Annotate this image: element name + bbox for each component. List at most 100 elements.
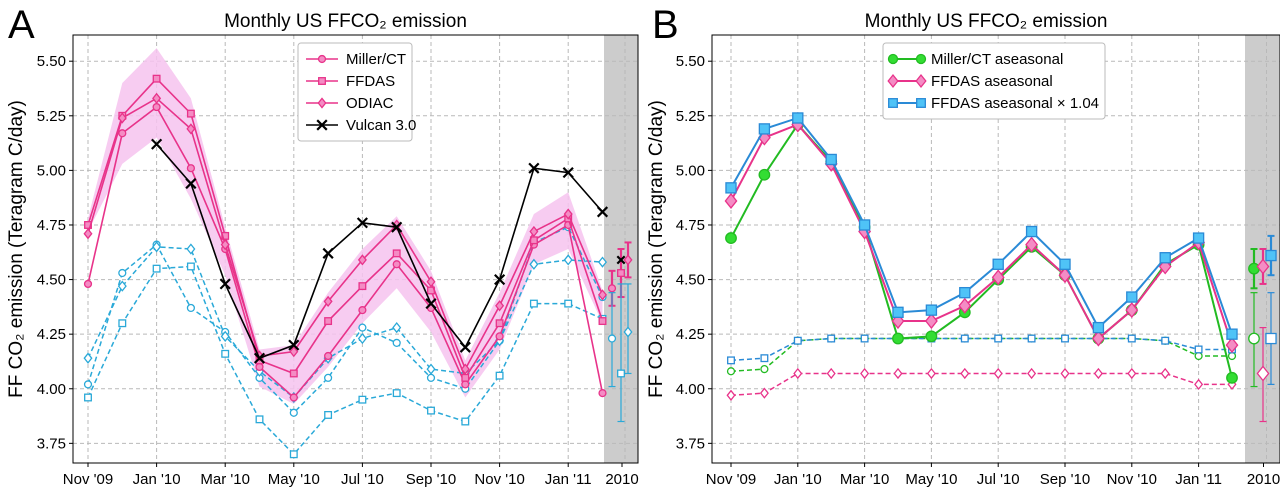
series-line <box>155 143 604 360</box>
y-tick-label: 4.50 <box>676 272 705 289</box>
series-line <box>730 372 1232 397</box>
data-point <box>323 373 333 382</box>
data-point <box>220 238 230 251</box>
series-line <box>87 246 603 399</box>
chart-title: Monthly US FFCO₂ emission <box>224 11 467 32</box>
data-point <box>84 393 92 402</box>
panel-a: 3.75 4.00 4.25 4.50 4.75 5.00 5.25 5.50 Nov '09 J… <box>6 3 639 488</box>
y-tick-label: 5.50 <box>676 53 705 70</box>
data-point <box>186 164 195 173</box>
data-point <box>392 338 401 347</box>
data-point <box>461 417 470 426</box>
series-line <box>87 77 604 380</box>
data-point <box>992 258 1004 270</box>
data-point <box>1194 345 1203 354</box>
data-point <box>253 352 266 364</box>
data-point <box>117 280 127 292</box>
data-point <box>597 289 608 301</box>
data-point <box>426 363 436 375</box>
data-point <box>993 367 1003 380</box>
legend-marker <box>887 73 899 89</box>
annual-2010-point <box>1248 332 1260 345</box>
data-point <box>925 330 938 343</box>
data-point <box>427 406 435 415</box>
data-point <box>1159 252 1171 264</box>
y-tick-label: 5.25 <box>37 108 66 125</box>
data-point <box>186 109 195 118</box>
data-point <box>529 299 538 308</box>
chart-title: Monthly US FFCO₂ emission <box>865 11 1108 32</box>
series-line <box>730 123 1233 346</box>
data-point <box>426 373 436 382</box>
panel-b: 3.75 4.00 4.25 4.50 4.75 5.00 5.25 5.50 Nov '09 J… <box>646 3 1280 488</box>
data-point <box>892 332 904 345</box>
data-point <box>186 243 196 255</box>
data-point <box>1025 236 1039 253</box>
data-point <box>858 219 871 231</box>
data-point <box>460 363 470 375</box>
data-point <box>494 273 506 286</box>
data-point <box>357 332 367 345</box>
data-point <box>793 367 803 380</box>
x-tick-label: May '10 <box>268 471 320 488</box>
data-point <box>994 334 1003 343</box>
legend: Miller/CT FFDAS ODIAC Vulcan 3.0 <box>297 42 416 142</box>
data-point <box>392 321 402 334</box>
data-point <box>185 177 197 190</box>
legend-label: FFDAS aseasonal <box>931 73 1053 90</box>
y-tick-label: 3.75 <box>676 435 705 452</box>
x-tick-label: Jan '10 <box>133 471 181 488</box>
annual-2010-point <box>623 326 633 338</box>
legend-box <box>297 42 413 142</box>
data-point <box>391 221 403 233</box>
data-point <box>758 123 771 135</box>
data-point <box>1227 351 1237 361</box>
data-point <box>528 162 540 174</box>
x-tick-label: Nov '10 <box>474 471 524 488</box>
x-tick-label: Nov '09 <box>706 471 756 488</box>
data-point <box>1060 367 1070 380</box>
data-point <box>1127 334 1136 343</box>
legend-item: Vulcan 3.0 <box>306 117 416 134</box>
data-point <box>83 279 93 289</box>
data-point <box>83 228 93 240</box>
x-tick-label: May '10 <box>905 471 957 488</box>
plot-area <box>83 48 609 459</box>
x-tick-label: 2010 <box>1247 471 1280 488</box>
data-point <box>860 334 869 343</box>
data-point <box>461 373 470 382</box>
annual-2010-point <box>623 254 633 266</box>
x-tick-label: Jan '11 <box>1175 471 1222 488</box>
series-line <box>87 265 603 456</box>
legend-item: ODIAC <box>306 95 394 112</box>
data-point <box>1226 328 1238 340</box>
y-axis-label: FF CO₂ emission (Teragram C/day) <box>646 100 667 398</box>
data-point <box>152 241 162 253</box>
x-tick-label: Nov '09 <box>63 471 113 488</box>
series-line <box>87 105 604 399</box>
data-point <box>1027 367 1037 380</box>
series-line <box>730 116 1233 335</box>
y-tick-label: 5.50 <box>37 53 66 70</box>
data-point <box>1192 232 1205 244</box>
data-point <box>563 208 573 220</box>
data-point <box>1126 291 1138 303</box>
data-point <box>1092 321 1105 334</box>
plot-frame <box>711 34 1280 464</box>
data-point <box>760 365 769 374</box>
data-point <box>562 166 574 179</box>
y-tick-label: 4.00 <box>676 381 705 398</box>
data-point <box>793 336 802 345</box>
x-tick-label: Sep '10 <box>406 471 456 488</box>
legend-marker <box>316 119 328 131</box>
data-point <box>924 313 938 330</box>
data-point <box>426 276 436 288</box>
data-point <box>118 268 127 278</box>
annual-2010-point <box>1265 249 1277 262</box>
data-point <box>1027 334 1036 343</box>
data-point <box>289 393 298 402</box>
data-point <box>759 387 769 399</box>
data-point <box>1125 302 1139 319</box>
data-point <box>827 334 836 343</box>
